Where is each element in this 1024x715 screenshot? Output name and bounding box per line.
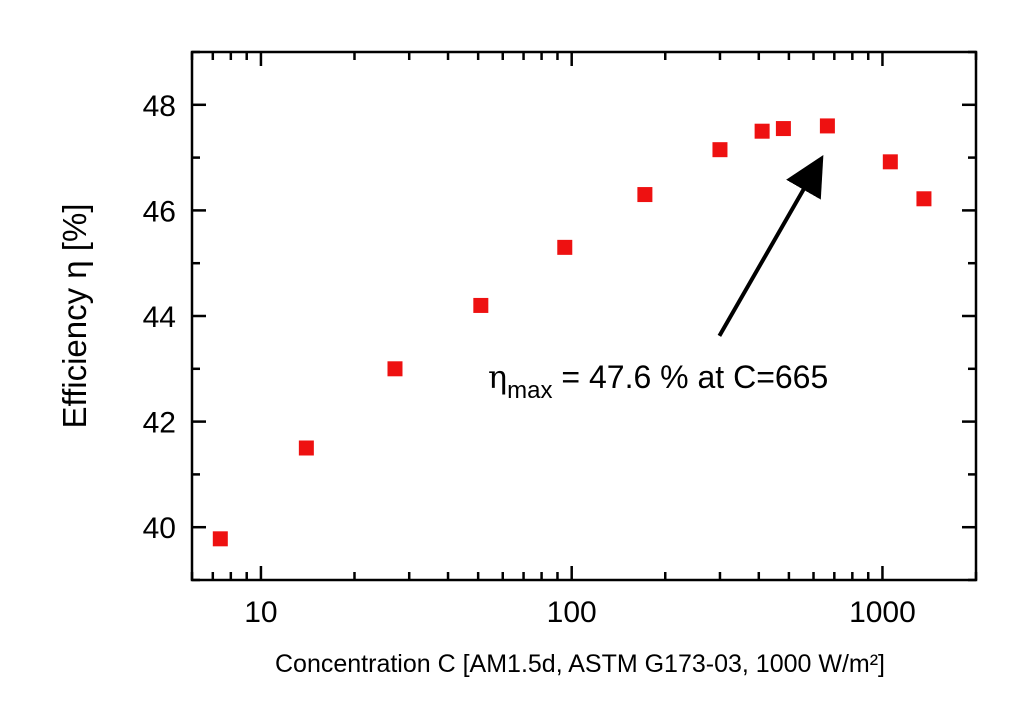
y-tick-label: 40 <box>143 512 176 545</box>
annotation-label: ηmax = 47.6 % at C=665 <box>488 358 828 404</box>
plot-frame <box>190 50 978 582</box>
data-point <box>775 121 791 137</box>
data-point <box>387 361 403 377</box>
x-axis-ticks: 10 100 1000 <box>190 52 978 629</box>
data-point <box>298 440 314 456</box>
data-point <box>473 297 489 313</box>
data-point <box>557 239 573 255</box>
x-tick-label: 100 <box>547 596 597 629</box>
y-tick-label: 46 <box>143 195 176 228</box>
y-tick-label: 48 <box>143 90 176 123</box>
data-point <box>637 187 653 203</box>
y-axis-title: Efficiency η [%] <box>56 204 93 429</box>
max-annotation: ηmax = 47.6 % at C=665 <box>488 154 828 404</box>
data-points <box>212 118 932 547</box>
x-tick-label: 1000 <box>849 596 916 629</box>
x-axis-title: Concentration C [AM1.5d, ASTM G173-03, 1… <box>275 650 885 678</box>
annotation-value: = 47.6 % at C=665 <box>553 359 829 395</box>
x-tick-label: 10 <box>244 596 277 629</box>
data-point <box>882 154 898 170</box>
data-point <box>916 191 932 207</box>
y-tick-label: 44 <box>143 301 176 334</box>
data-point <box>712 142 728 158</box>
annotation-subscript: max <box>507 377 552 404</box>
y-axis-ticks: 40 42 44 46 48 <box>143 50 976 582</box>
annotation-arrow <box>717 154 824 337</box>
y-tick-label: 42 <box>143 407 176 440</box>
data-point <box>212 531 228 547</box>
data-point <box>754 123 770 139</box>
annotation-eta-symbol: η <box>488 358 507 396</box>
data-point <box>819 118 835 134</box>
